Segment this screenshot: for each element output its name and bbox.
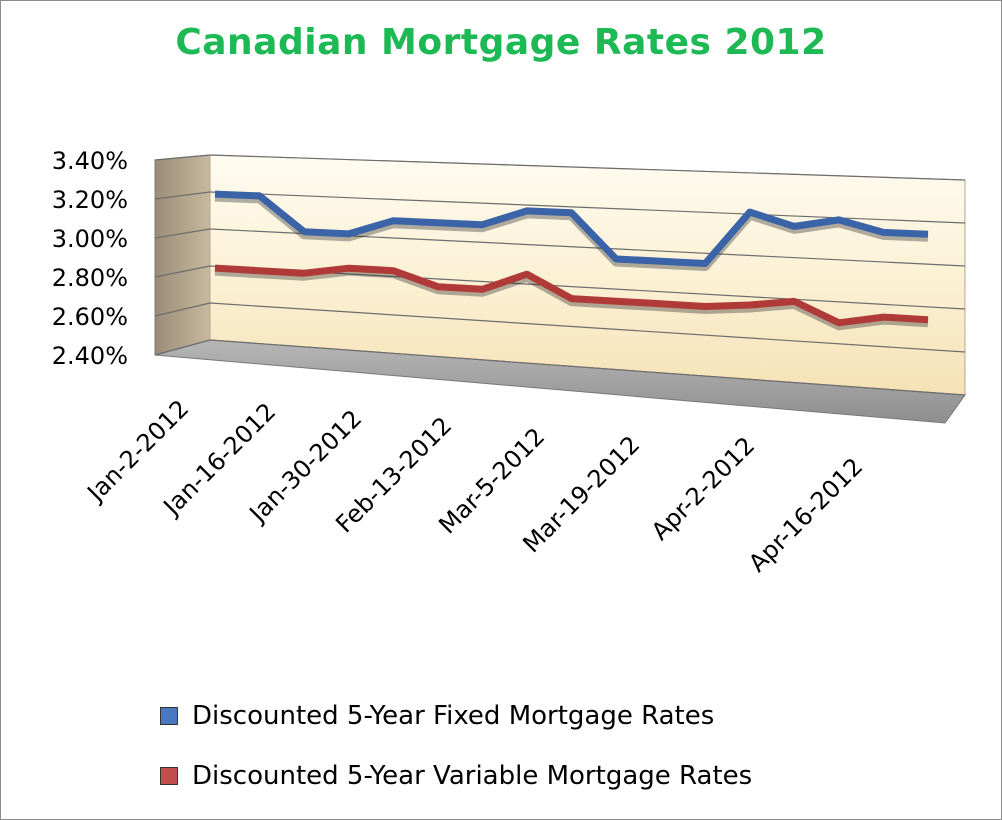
y-tick-label: 2.40% bbox=[52, 342, 128, 370]
y-tick-label: 3.00% bbox=[52, 225, 128, 253]
gridline bbox=[209, 265, 966, 310]
gridline-side bbox=[154, 191, 211, 200]
legend-item-fixed: Discounted 5-Year Fixed Mortgage Rates bbox=[160, 698, 752, 734]
gridline bbox=[209, 302, 966, 353]
gridline-side bbox=[154, 339, 211, 356]
side-wall bbox=[154, 154, 211, 356]
x-tick-label: Apr-2-2012 bbox=[646, 431, 760, 545]
gridline bbox=[209, 339, 966, 396]
y-tick-label: 2.60% bbox=[52, 303, 128, 331]
gridline-side bbox=[154, 302, 211, 317]
gridline bbox=[209, 154, 966, 181]
legend-label-fixed: Discounted 5-Year Fixed Mortgage Rates bbox=[192, 701, 715, 731]
gridlines bbox=[154, 154, 966, 396]
y-tick-label: 3.20% bbox=[52, 186, 128, 214]
gridline-side bbox=[154, 154, 211, 161]
legend: Discounted 5-Year Fixed Mortgage Rates D… bbox=[160, 698, 752, 818]
legend-label-variable: Discounted 5-Year Variable Mortgage Rate… bbox=[192, 761, 753, 791]
gridline-side bbox=[154, 228, 211, 239]
series-lines bbox=[214, 190, 929, 331]
legend-swatch-fixed bbox=[160, 707, 178, 725]
y-axis-ticks: 3.40% 3.20% 3.00% 2.80% 2.60% 2.40% bbox=[52, 147, 128, 370]
y-tick-label: 3.40% bbox=[52, 147, 128, 175]
y-tick-label: 2.80% bbox=[52, 264, 128, 292]
gridline-side bbox=[154, 265, 211, 278]
legend-item-variable: Discounted 5-Year Variable Mortgage Rate… bbox=[160, 758, 752, 794]
legend-swatch-variable bbox=[160, 767, 178, 785]
x-axis-ticks: Jan-2-2012Jan-16-2012Jan-30-2012Feb-13-2… bbox=[81, 394, 869, 577]
chart-title: Canadian Mortgage Rates 2012 bbox=[175, 22, 827, 63]
x-tick-label: Apr-16-2012 bbox=[743, 452, 868, 577]
